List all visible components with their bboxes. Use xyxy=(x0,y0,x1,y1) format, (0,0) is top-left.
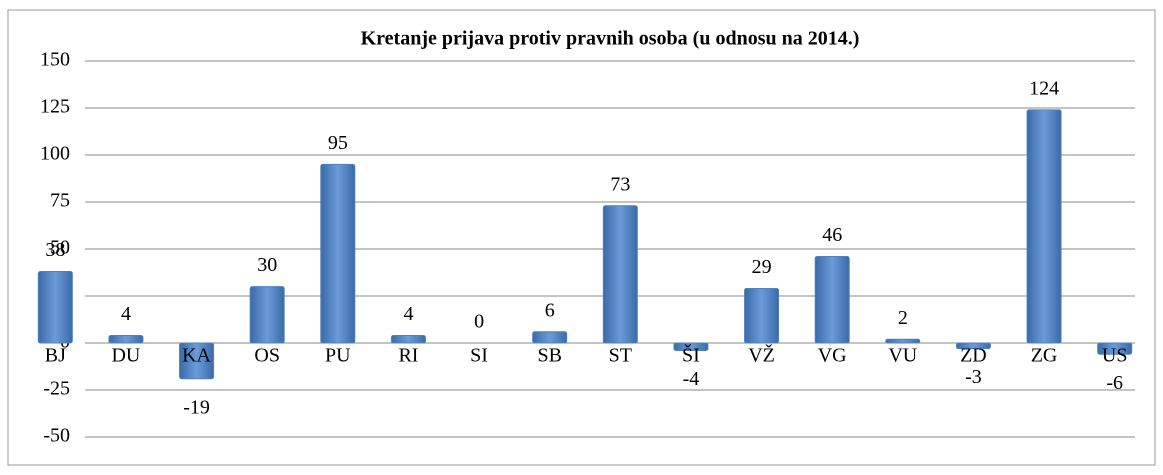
bar xyxy=(320,163,356,344)
y-tick-label: 75 xyxy=(50,190,70,212)
y-tick-label: -50 xyxy=(43,425,70,447)
bar xyxy=(37,271,73,344)
value-label: 6 xyxy=(545,299,555,321)
value-label: 0 xyxy=(474,311,484,333)
value-label: 4 xyxy=(403,303,413,325)
value-label: 46 xyxy=(822,224,842,246)
value-label: 4 xyxy=(121,303,131,325)
x-tick-label: ZD xyxy=(960,345,987,367)
x-tick-label: PU xyxy=(325,345,351,367)
bar xyxy=(1026,109,1062,344)
x-tick-label: DU xyxy=(111,345,140,367)
value-label: 38 xyxy=(45,239,65,261)
x-tick-label: VG xyxy=(818,345,847,367)
value-label: 29 xyxy=(752,256,772,278)
x-tick-label: ST xyxy=(609,345,632,367)
value-label: 95 xyxy=(328,132,348,154)
bar xyxy=(602,205,638,344)
y-tick-label: 50 xyxy=(50,237,70,259)
x-tick-label: VU xyxy=(888,345,917,367)
x-tick-label: BJ xyxy=(45,345,66,367)
bar xyxy=(673,342,709,352)
bar xyxy=(744,287,780,344)
x-tick-label: US xyxy=(1102,345,1128,367)
x-tick-label: SI xyxy=(470,345,488,367)
bar xyxy=(249,286,285,344)
y-tick-label: 150 xyxy=(40,49,70,71)
bar xyxy=(108,334,144,344)
x-tick-label: ZG xyxy=(1031,345,1058,367)
chart-title: Kretanje prijava protiv pravnih osoba (u… xyxy=(361,28,860,50)
value-label: -3 xyxy=(965,366,982,388)
value-label: -19 xyxy=(183,396,210,418)
value-label: 30 xyxy=(257,254,277,276)
value-label: -4 xyxy=(683,368,700,390)
value-label: 124 xyxy=(1029,77,1059,99)
bar xyxy=(814,256,850,344)
bar xyxy=(885,338,921,344)
bar xyxy=(1097,342,1133,355)
y-tick-label: 125 xyxy=(40,96,70,118)
bar xyxy=(955,342,991,350)
x-tick-label: RI xyxy=(398,345,418,367)
y-tick-label: 100 xyxy=(40,143,70,165)
bar xyxy=(532,331,568,344)
x-tick-label: SB xyxy=(537,345,561,367)
x-tick-label: VŽ xyxy=(748,344,775,367)
y-tick-label: -25 xyxy=(43,378,70,400)
chart-frame xyxy=(7,9,1156,466)
bar xyxy=(390,334,426,344)
value-label: -6 xyxy=(1106,372,1123,394)
value-label: 2 xyxy=(898,307,908,329)
value-label: 73 xyxy=(610,173,630,195)
x-tick-label: OS xyxy=(254,345,280,367)
x-tick-label: ŠI xyxy=(682,343,700,367)
x-tick-label: KA xyxy=(182,345,211,367)
bar xyxy=(179,342,215,380)
